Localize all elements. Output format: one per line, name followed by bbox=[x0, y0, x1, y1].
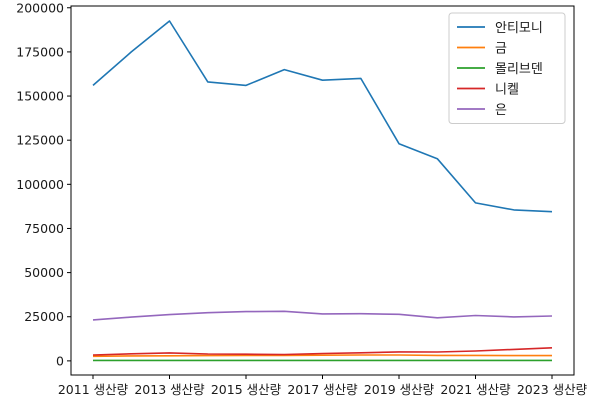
legend-label-4: 은 bbox=[495, 103, 507, 118]
y-tick-label: 0 bbox=[56, 353, 64, 368]
x-tick-label: 2015 생산량 bbox=[211, 382, 282, 397]
y-tick-label: 125000 bbox=[16, 133, 64, 148]
x-tick-label: 2017 생산량 bbox=[287, 382, 358, 397]
y-tick-label: 25000 bbox=[24, 309, 64, 324]
y-tick-label: 175000 bbox=[16, 44, 64, 59]
series-line-0 bbox=[92, 20, 553, 213]
y-tick-label: 75000 bbox=[24, 221, 64, 236]
series-lines bbox=[92, 20, 553, 362]
legend-label-2: 몰리브덴 bbox=[495, 62, 543, 77]
legend-label-0: 안티모니 bbox=[495, 21, 543, 36]
x-tick-label: 2011 생산량 bbox=[58, 382, 129, 397]
y-tick-label: 200000 bbox=[16, 0, 64, 15]
x-tick-label: 2013 생산량 bbox=[134, 382, 205, 397]
series-line-3 bbox=[92, 347, 553, 356]
legend-label-3: 니켈 bbox=[495, 83, 519, 98]
axes: 0 25000 50000 75000 100000 125000 150000 175000… bbox=[16, 0, 587, 397]
legend-label-1: 금 bbox=[495, 42, 507, 57]
series-line-4 bbox=[92, 310, 553, 321]
x-tick-label: 2021 생산량 bbox=[440, 382, 511, 397]
y-tick-label: 50000 bbox=[24, 265, 64, 280]
y-tick-label: 150000 bbox=[16, 89, 64, 104]
x-tick-label: 2023 생산량 bbox=[517, 382, 588, 397]
y-tick-label: 100000 bbox=[16, 177, 64, 192]
x-tick-label: 2019 생산량 bbox=[364, 382, 435, 397]
series-line-1 bbox=[92, 354, 552, 358]
legend-box bbox=[448, 12, 566, 124]
